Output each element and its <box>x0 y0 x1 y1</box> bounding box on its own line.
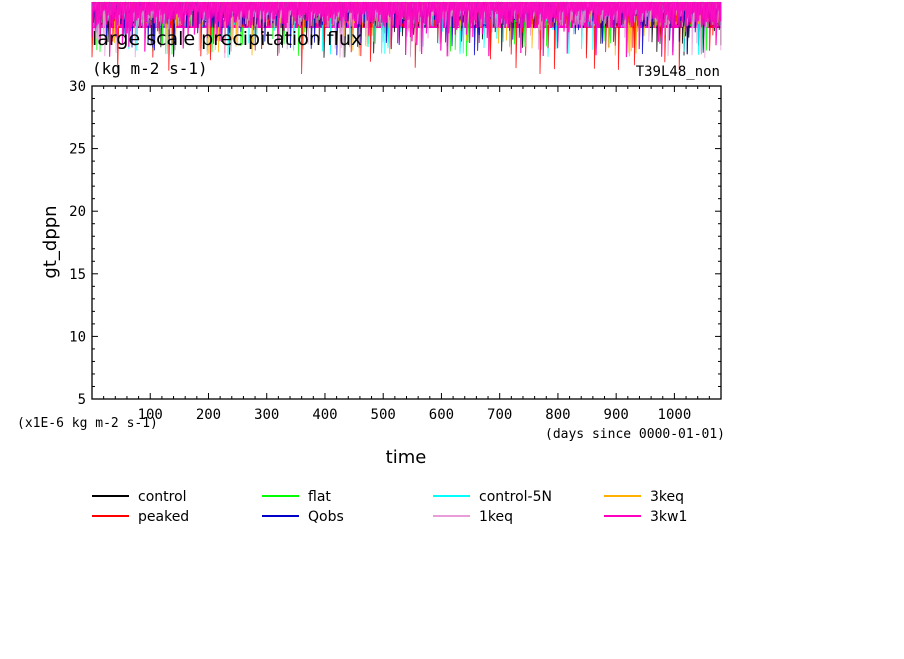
series-line <box>91 1 722 58</box>
y-tick-label: 15 <box>69 267 86 283</box>
legend-label: Qobs <box>308 509 344 525</box>
legend-label: control <box>138 489 187 505</box>
x-tick-label: 1000 <box>658 407 692 423</box>
x-tick-label: 500 <box>371 407 396 423</box>
x-axis-ticks: 100 200 300 400 500 600 700 800 900 1000 <box>103 86 710 423</box>
legend-label: control-5N <box>479 489 552 505</box>
plot-frame <box>91 85 722 400</box>
x-tick-label: 800 <box>545 407 570 423</box>
legend-label: 1keq <box>479 509 513 525</box>
legend-item-3keq: 3keq <box>604 489 684 505</box>
x-tick-label: 700 <box>487 407 512 423</box>
x-tick-label: 100 <box>138 407 163 423</box>
legend-item-control: control <box>92 489 187 505</box>
legend-item-flat: flat <box>262 489 331 505</box>
x-axis-title: time <box>386 447 427 468</box>
y-tick-label: 25 <box>69 142 86 158</box>
legend-item-peaked: peaked <box>92 509 189 525</box>
legend-label: flat <box>308 489 331 505</box>
x-tick-label: 300 <box>254 407 279 423</box>
y-axis-title: gt_dppn <box>40 205 61 278</box>
legend-item-control-5N: control-5N <box>433 489 552 505</box>
y-scale-note: (x1E-6 kg m-2 s-1) <box>17 416 158 431</box>
chart-units: (kg m-2 s-1) <box>92 59 208 78</box>
y-axis-ticks: 5 10 15 20 25 30 <box>69 79 721 408</box>
run-label: T39L48_non <box>636 64 720 80</box>
legend-label: peaked <box>138 509 189 525</box>
y-tick-label: 20 <box>69 204 86 220</box>
x-tick-label: 900 <box>604 407 629 423</box>
x-tick-label: 400 <box>312 407 337 423</box>
chart-title: large scale precipitation flux <box>92 28 362 50</box>
x-unit-note: (days since 0000-01-01) <box>545 427 725 442</box>
legend-label: 3kw1 <box>650 509 687 525</box>
legend-label: 3keq <box>650 489 684 505</box>
legend-item-3kw1: 3kw1 <box>604 509 687 525</box>
y-tick-label: 5 <box>78 392 86 408</box>
legend-item-1keq: 1keq <box>433 509 513 525</box>
series-trace-3kw1 <box>91 1 722 58</box>
y-tick-label: 30 <box>69 79 86 95</box>
clipped-series-overflow <box>91 1 722 75</box>
x-tick-label: 600 <box>429 407 454 423</box>
x-tick-label: 200 <box>196 407 221 423</box>
legend-item-Qobs: Qobs <box>262 509 344 525</box>
y-tick-label: 10 <box>69 329 86 345</box>
legend: control flat control-5N 3keq peaked Qobs 1keq 3… <box>92 489 687 525</box>
